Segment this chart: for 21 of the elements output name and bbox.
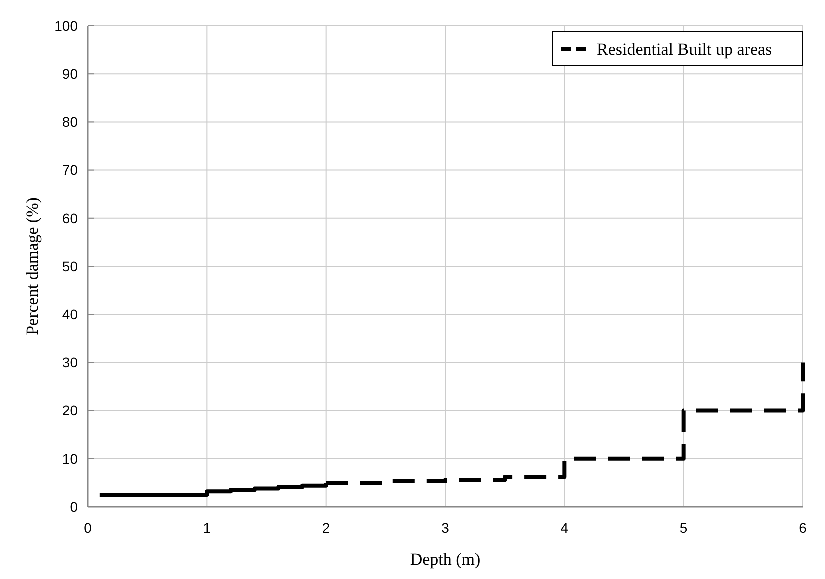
x-tick-label: 4: [560, 520, 569, 536]
x-tick-label: 5: [680, 520, 688, 536]
x-tick-label: 0: [84, 520, 92, 536]
y-tick-label: 80: [62, 114, 78, 130]
x-tick-label: 3: [442, 520, 450, 536]
y-tick-label: 20: [62, 402, 78, 419]
x-axis-title: Depth (m): [410, 550, 481, 569]
y-tick-label: 40: [62, 306, 78, 322]
legend-label: Residential Built up areas: [597, 40, 772, 59]
y-tick-label: 90: [62, 66, 78, 82]
y-tick-label: 0: [70, 498, 78, 515]
y-tick-label: 60: [62, 210, 78, 226]
y-tick-label: 100: [54, 18, 78, 34]
x-tick-label: 1: [203, 520, 212, 536]
y-tick-label: 30: [62, 354, 78, 371]
x-tick-label: 2: [322, 520, 330, 536]
y-tick-label: 50: [62, 258, 78, 274]
y-axis-title: Percent damage (%): [23, 198, 42, 336]
y-tick-label: 10: [62, 450, 78, 467]
x-tick-label: 6: [799, 520, 808, 536]
y-tick-label: 70: [62, 162, 78, 178]
